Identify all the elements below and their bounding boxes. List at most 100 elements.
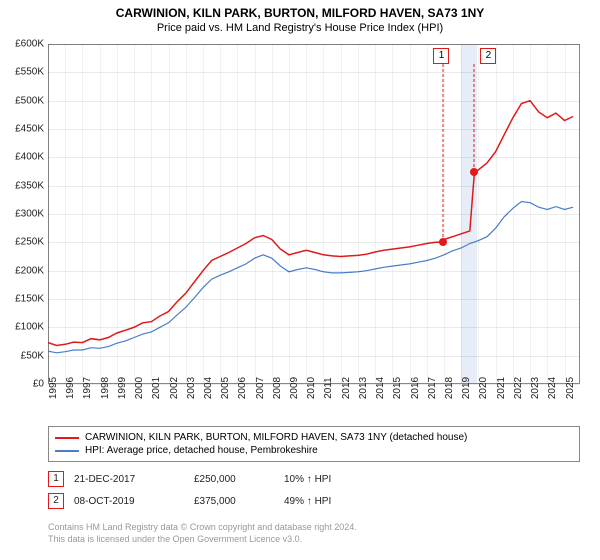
y-axis-label: £150K [15, 294, 44, 305]
data-table-pct: 49% ↑ HPI [284, 496, 374, 507]
legend: CARWINION, KILN PARK, BURTON, MILFORD HA… [48, 426, 580, 462]
legend-label: CARWINION, KILN PARK, BURTON, MILFORD HA… [85, 432, 467, 443]
y-axis-label: £600K [15, 39, 44, 50]
legend-swatch [55, 450, 79, 452]
grid-line-h [48, 157, 580, 158]
legend-row: CARWINION, KILN PARK, BURTON, MILFORD HA… [55, 431, 573, 444]
y-axis-label: £50K [21, 350, 44, 361]
legend-row: HPI: Average price, detached house, Pemb… [55, 444, 573, 457]
marker-vline [443, 64, 444, 242]
x-axis-label: 2019 [461, 377, 472, 399]
grid-line-v [323, 44, 324, 384]
x-axis-label: 1997 [82, 377, 93, 399]
chart-title: CARWINION, KILN PARK, BURTON, MILFORD HA… [0, 0, 600, 20]
marker-vline [474, 64, 475, 172]
grid-line-h [48, 44, 580, 45]
grid-line-h [48, 129, 580, 130]
grid-line-h [48, 214, 580, 215]
y-axis-label: £100K [15, 322, 44, 333]
grid-line-v [237, 44, 238, 384]
x-axis-label: 2011 [323, 377, 334, 399]
x-axis-label: 1998 [100, 377, 111, 399]
grid-line-v [410, 44, 411, 384]
data-table-marker: 2 [48, 493, 64, 509]
y-axis-label: £350K [15, 180, 44, 191]
grid-line-v [513, 44, 514, 384]
grid-line-v [134, 44, 135, 384]
marker-dot [470, 168, 478, 176]
series-line-price_paid [48, 101, 573, 346]
x-axis-label: 2023 [530, 377, 541, 399]
data-table-date: 21-DEC-2017 [74, 474, 184, 485]
grid-line-v [547, 44, 548, 384]
data-table-row: 1 21-DEC-2017 £250,000 10% ↑ HPI [48, 468, 374, 490]
marker-callout: 2 [480, 48, 496, 64]
grid-line-v [496, 44, 497, 384]
footer-note: Contains HM Land Registry data © Crown c… [48, 522, 357, 545]
grid-line-v [48, 44, 49, 384]
grid-line-v [427, 44, 428, 384]
y-axis-label: £0 [33, 379, 44, 390]
chart-container: CARWINION, KILN PARK, BURTON, MILFORD HA… [0, 0, 600, 560]
y-axis-label: £400K [15, 152, 44, 163]
x-axis-label: 2001 [151, 377, 162, 399]
y-axis-label: £250K [15, 237, 44, 248]
grid-line-v [272, 44, 273, 384]
x-axis-label: 2010 [306, 377, 317, 399]
y-axis-label: £500K [15, 95, 44, 106]
grid-line-v [169, 44, 170, 384]
grid-line-h [48, 242, 580, 243]
data-table-pct: 10% ↑ HPI [284, 474, 374, 485]
x-axis-label: 2007 [255, 377, 266, 399]
x-axis-label: 2017 [427, 377, 438, 399]
marker-dot [439, 238, 447, 246]
grid-line-h [48, 186, 580, 187]
grid-line-v [530, 44, 531, 384]
x-axis-label: 2012 [341, 377, 352, 399]
grid-line-v [151, 44, 152, 384]
x-axis-label: 2002 [169, 377, 180, 399]
plot-area: £0£50K£100K£150K£200K£250K£300K£350K£400… [48, 44, 580, 384]
x-axis-label: 2005 [220, 377, 231, 399]
x-axis-label: 2008 [272, 377, 283, 399]
x-axis-label: 1999 [117, 377, 128, 399]
y-axis-label: £200K [15, 265, 44, 276]
grid-line-v [203, 44, 204, 384]
data-table-marker: 1 [48, 471, 64, 487]
grid-line-v [117, 44, 118, 384]
grid-line-v [306, 44, 307, 384]
grid-line-v [100, 44, 101, 384]
grid-line-v [289, 44, 290, 384]
x-axis-label: 2018 [444, 377, 455, 399]
y-axis-label: £300K [15, 209, 44, 220]
footer-line-1: Contains HM Land Registry data © Crown c… [48, 522, 357, 534]
x-axis-label: 2000 [134, 377, 145, 399]
x-axis-label: 2013 [358, 377, 369, 399]
data-table-date: 08-OCT-2019 [74, 496, 184, 507]
x-axis-label: 2020 [478, 377, 489, 399]
x-axis-label: 1995 [48, 377, 59, 399]
grid-line-v [461, 44, 462, 384]
x-axis-label: 2006 [237, 377, 248, 399]
x-axis-label: 2016 [410, 377, 421, 399]
data-table-row: 2 08-OCT-2019 £375,000 49% ↑ HPI [48, 490, 374, 512]
grid-line-v [392, 44, 393, 384]
x-axis-label: 2014 [375, 377, 386, 399]
grid-line-v [358, 44, 359, 384]
grid-line-h [48, 271, 580, 272]
grid-line-h [48, 327, 580, 328]
legend-swatch [55, 437, 79, 439]
grid-line-v [341, 44, 342, 384]
grid-line-v [375, 44, 376, 384]
x-axis-label: 2021 [496, 377, 507, 399]
x-axis-label: 2025 [565, 377, 576, 399]
data-table-price: £250,000 [194, 474, 274, 485]
x-axis-label: 2009 [289, 377, 300, 399]
x-axis-label: 2022 [513, 377, 524, 399]
marker-data-table: 1 21-DEC-2017 £250,000 10% ↑ HPI 2 08-OCT-201… [48, 468, 374, 512]
x-axis-label: 2024 [547, 377, 558, 399]
grid-line-v [444, 44, 445, 384]
x-axis-label: 1996 [65, 377, 76, 399]
data-table-price: £375,000 [194, 496, 274, 507]
grid-line-v [186, 44, 187, 384]
